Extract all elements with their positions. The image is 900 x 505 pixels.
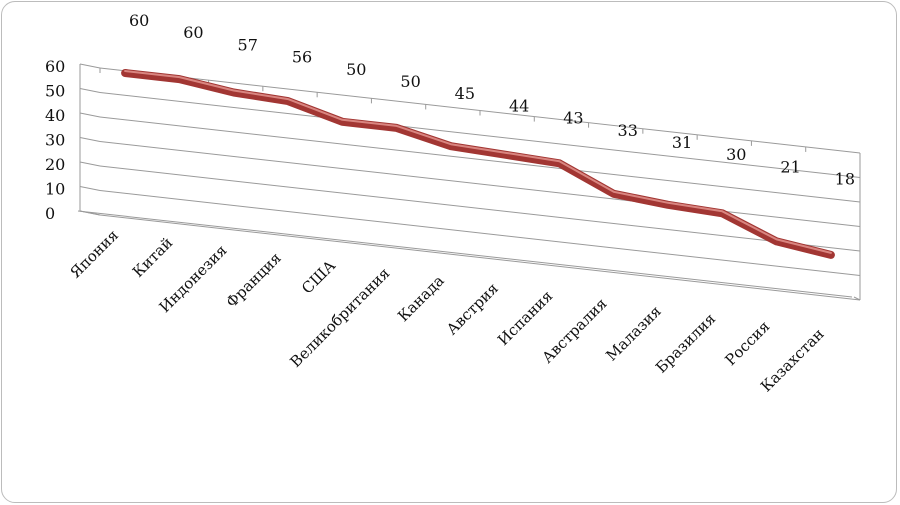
data-label: 43 bbox=[563, 109, 583, 128]
data-label: 56 bbox=[292, 48, 312, 67]
gridline-depth bbox=[79, 112, 101, 118]
floor-front-edge bbox=[77, 210, 853, 298]
data-label: 21 bbox=[780, 157, 800, 176]
gridline bbox=[99, 165, 861, 252]
x-tick-label: Канада bbox=[394, 272, 448, 326]
x-tick-label: Бразилия bbox=[652, 310, 719, 377]
data-label: 50 bbox=[346, 60, 366, 79]
x-tick-label: Китай bbox=[129, 234, 176, 281]
y-tick-label: 10 bbox=[45, 180, 65, 199]
gridlines bbox=[79, 63, 861, 301]
series-line bbox=[121, 69, 835, 259]
x-tick-label: Япония bbox=[66, 226, 122, 282]
data-label: 31 bbox=[672, 133, 692, 152]
gridline bbox=[99, 92, 861, 178]
x-tick-label: Малазия bbox=[602, 302, 665, 365]
y-tick-label: 60 bbox=[45, 57, 65, 76]
gridline-depth bbox=[79, 63, 101, 69]
x-tick-label: Австрия bbox=[443, 279, 502, 338]
data-label: 50 bbox=[400, 72, 420, 91]
y-tick-label: 0 bbox=[45, 204, 55, 223]
y-tick-label: 20 bbox=[45, 155, 65, 174]
data-label: 30 bbox=[726, 145, 746, 164]
data-label: 44 bbox=[509, 96, 529, 115]
data-label: 33 bbox=[618, 121, 638, 140]
series-line-highlight bbox=[124, 70, 832, 254]
data-label: 18 bbox=[835, 170, 855, 189]
data-label: 60 bbox=[129, 11, 149, 30]
x-tick-label: Испания bbox=[494, 287, 556, 349]
gridline bbox=[99, 116, 861, 203]
right-wall-edge bbox=[853, 296, 861, 301]
gridline-depth bbox=[79, 161, 101, 167]
y-tick-label: 40 bbox=[45, 106, 65, 125]
data-labels: 60 60 57 56 50 50 45 44 43 33 31 30 21 18 bbox=[129, 11, 855, 189]
gridline bbox=[99, 214, 861, 301]
x-tick-label: Франция bbox=[223, 249, 285, 311]
gridline-depth bbox=[79, 186, 101, 191]
y-tick-label: 30 bbox=[45, 131, 65, 150]
gridline bbox=[99, 141, 861, 227]
gridline bbox=[99, 190, 861, 276]
data-label: 57 bbox=[238, 35, 258, 54]
x-tick-label: США bbox=[298, 256, 339, 297]
y-axis-ticks: 0 10 20 30 40 50 60 bbox=[45, 57, 65, 223]
data-label: 60 bbox=[183, 23, 203, 42]
y-tick-label: 50 bbox=[45, 82, 65, 101]
x-tick-label: Россия bbox=[722, 317, 774, 369]
series-line-body bbox=[121, 69, 835, 259]
data-label: 45 bbox=[455, 84, 475, 103]
gridline-depth bbox=[79, 137, 101, 142]
gridline-depth bbox=[79, 88, 101, 93]
